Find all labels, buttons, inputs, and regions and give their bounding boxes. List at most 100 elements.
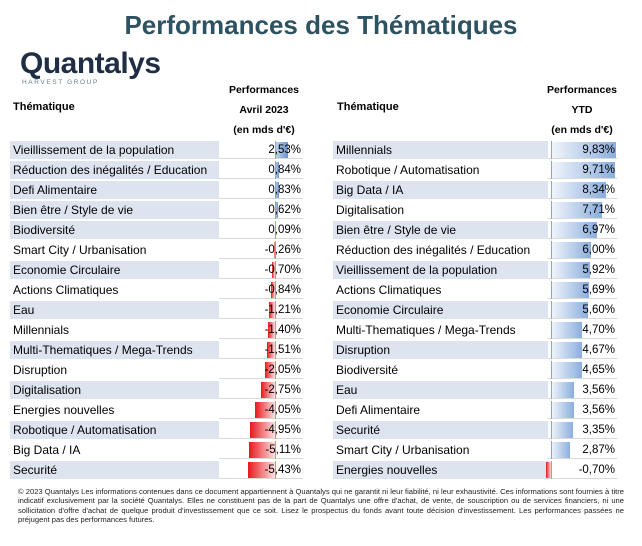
table-row: Robotique / Automatisation 9,71% [333, 161, 617, 179]
zero-axis [551, 301, 552, 319]
data-bar [551, 282, 589, 298]
data-bar [249, 442, 275, 458]
theme-label: Millennials [333, 141, 548, 159]
zero-axis [551, 401, 552, 419]
disclaimer-footer: © 2023 Quantalys Les informations conten… [18, 487, 624, 525]
left-header-line-2: Avril 2023 [239, 104, 289, 116]
value-cell: -4,95% [219, 421, 303, 439]
zero-axis [551, 241, 552, 259]
zero-axis [275, 181, 276, 199]
value-cell: 2,87% [548, 441, 617, 459]
left-header-line-3: (en mds d'€) [233, 124, 295, 136]
data-bar [551, 162, 616, 178]
zero-axis [275, 281, 276, 299]
table-row: Energies nouvelles -0,70% [333, 461, 617, 479]
zero-axis [551, 341, 552, 359]
zero-axis [551, 441, 552, 459]
value-cell: -1,51% [219, 341, 303, 359]
right-theme-header: Thématique [337, 101, 399, 113]
data-label: -4,95% [264, 424, 301, 436]
data-label: 4,65% [582, 364, 615, 376]
data-label: -1,51% [264, 344, 301, 356]
table-row: Millennials 9,83% [333, 141, 617, 159]
table-row: Eau -1,21% [10, 301, 303, 319]
value-cell: 6,97% [548, 221, 617, 239]
value-cell: 8,34% [548, 181, 617, 199]
data-label: 7,71% [582, 204, 615, 216]
theme-label: Vieillissement de la population [10, 141, 219, 159]
theme-label: Robotique / Automatisation [10, 421, 219, 439]
theme-label: Réduction des inégalités / Education [10, 161, 219, 179]
data-bar [551, 142, 616, 158]
data-bar [551, 442, 570, 458]
data-label: -1,40% [264, 324, 301, 336]
left-header-line-1: Performances [228, 84, 300, 96]
value-cell: -5,43% [219, 461, 303, 479]
data-bar [551, 342, 582, 358]
zero-axis [551, 161, 552, 179]
value-cell: 5,92% [548, 261, 617, 279]
data-bar [551, 322, 583, 338]
page-title: Performances des Thématiques [124, 10, 518, 40]
data-bar [551, 222, 597, 238]
theme-label: Energies nouvelles [333, 461, 548, 479]
zero-axis [551, 361, 552, 379]
theme-label: Eau [333, 381, 548, 399]
data-bar [551, 242, 591, 258]
right-header-line-1: Performances [546, 84, 618, 96]
table-row: Bien être / Style de vie 6,97% [333, 221, 617, 239]
table-row: Energies nouvelles -4,05% [10, 401, 303, 419]
zero-axis [551, 381, 552, 399]
table-row: Réduction des inégalités / Education 0,84… [10, 161, 303, 179]
value-cell: 9,83% [548, 141, 617, 159]
theme-label: Digitalisation [10, 381, 219, 399]
value-cell: -0,70% [219, 261, 303, 279]
value-cell: -0,70% [546, 461, 617, 479]
value-cell: -5,11% [219, 441, 303, 459]
data-bar [551, 302, 588, 318]
table-row: Eau 3,56% [333, 381, 617, 399]
table-row: Vieillissement de la population 2,53% [10, 141, 303, 159]
value-cell: 3,56% [548, 401, 617, 419]
data-label: -0,84% [264, 284, 301, 296]
data-bar [268, 322, 275, 338]
theme-label: Smart City / Urbanisation [13, 243, 147, 257]
theme-label: Disruption [333, 341, 548, 359]
data-label: -2,75% [264, 384, 301, 396]
data-label: 2,53% [268, 144, 301, 156]
data-label: -4,05% [264, 404, 301, 416]
data-bar [273, 242, 275, 258]
zero-axis [551, 221, 552, 239]
theme-label: Eau [10, 301, 219, 319]
data-bar [551, 422, 574, 438]
theme-label: Energies nouvelles [13, 403, 115, 417]
data-label: 9,71% [582, 164, 615, 176]
theme-label: Robotique / Automatisation [336, 163, 480, 177]
zero-axis [275, 321, 276, 339]
data-label: 4,67% [582, 344, 615, 356]
theme-label: Vieillissement de la population [333, 261, 548, 279]
value-cell: 3,56% [548, 381, 617, 399]
data-bar [270, 282, 275, 298]
data-bar [551, 182, 607, 198]
zero-axis [275, 161, 276, 179]
table-row: Bien être / Style de vie 0,62% [10, 201, 303, 219]
value-cell: 0,84% [219, 161, 303, 179]
data-label: -0,70% [578, 464, 615, 476]
zero-axis [551, 261, 552, 279]
value-cell: 5,69% [548, 281, 617, 299]
data-label: 0,09% [268, 224, 301, 236]
data-bar [551, 202, 602, 218]
table-row: Big Data / IA -5,11% [10, 441, 303, 459]
table-row: Biodiversité 4,65% [333, 361, 617, 379]
logo-subtitle: HARVEST GROUP [22, 79, 99, 86]
value-cell: 4,65% [548, 361, 617, 379]
data-label: 0,62% [268, 204, 301, 216]
zero-axis [551, 461, 552, 479]
theme-label: Multi-Thematiques / Mega-Trends [336, 323, 516, 337]
value-cell: 3,35% [548, 421, 617, 439]
data-label: -0,70% [264, 264, 301, 276]
table-row: Smart City / Urbanisation 2,87% [333, 441, 617, 459]
right-value-header: Performances YTD (en mds d'€) [540, 80, 624, 140]
data-label: 3,56% [582, 404, 615, 416]
